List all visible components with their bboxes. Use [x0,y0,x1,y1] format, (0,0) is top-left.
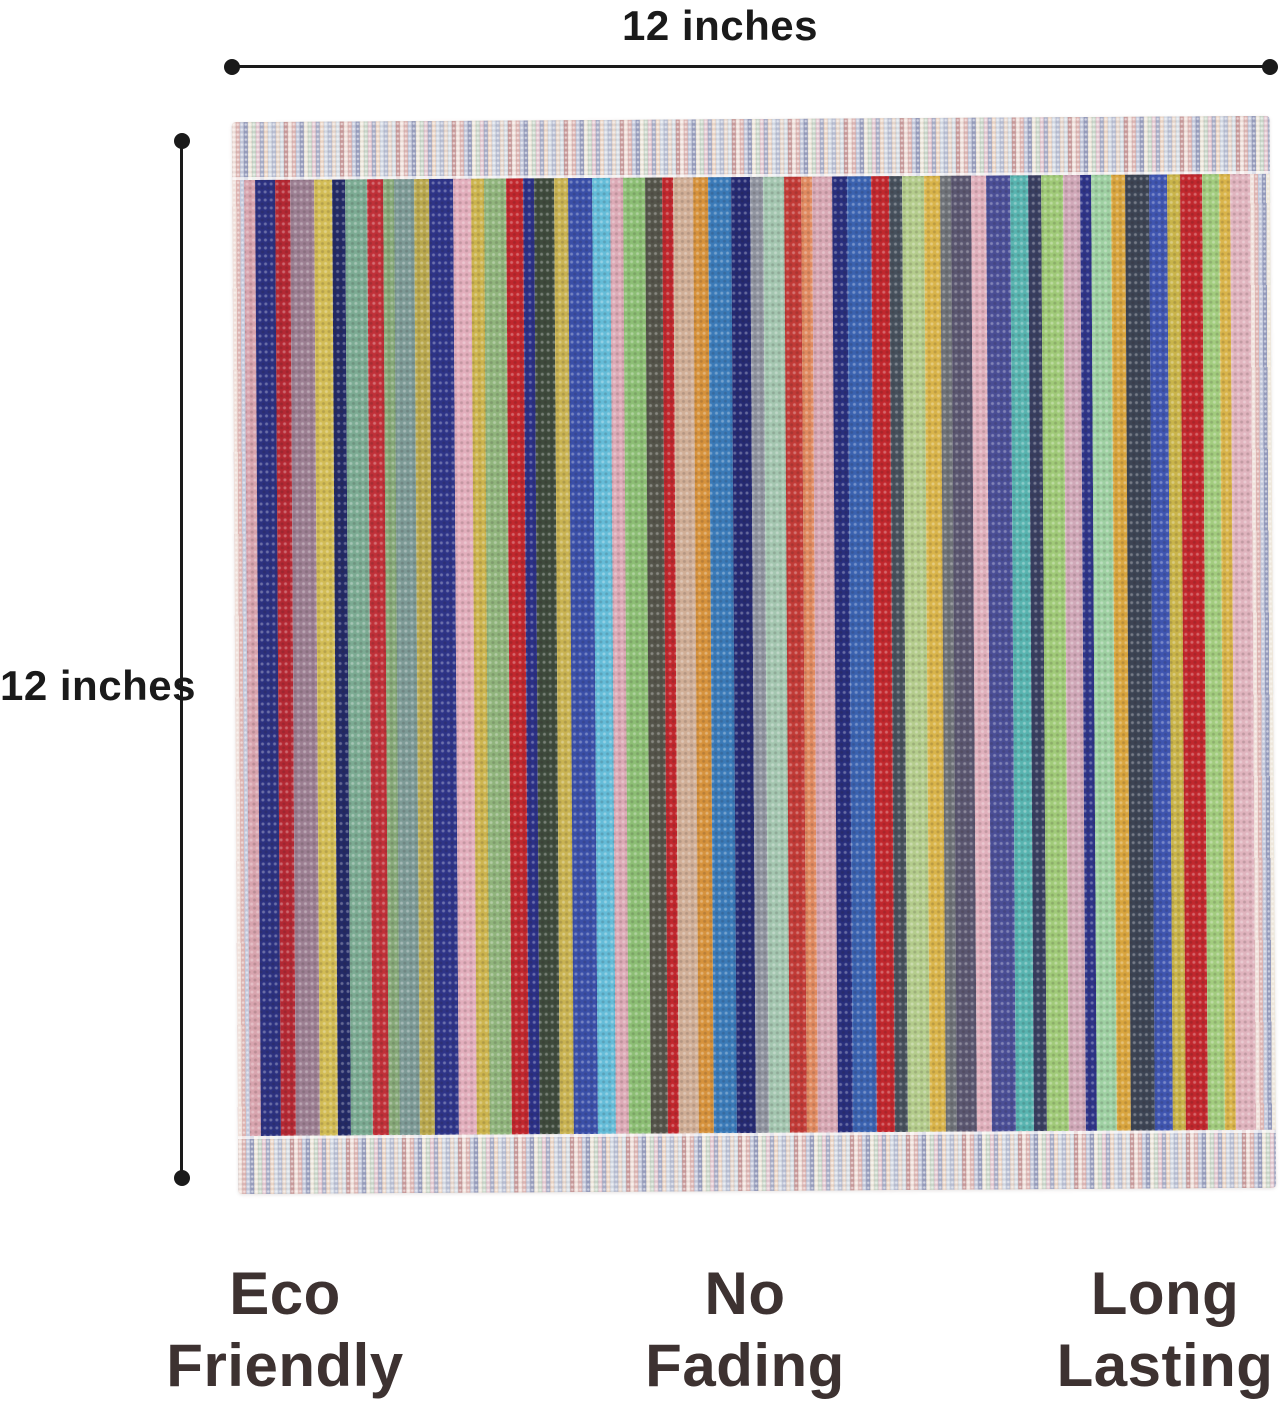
terry-stripe [313,179,338,1136]
terry-stripe [1202,174,1225,1131]
terry-stripe [553,178,575,1135]
terry-stripe [801,176,819,1133]
terry-stripe [707,177,738,1134]
terry-stripe [429,178,459,1135]
terry-stripe [414,178,436,1136]
feature-line: Eco [229,1260,341,1327]
terry-stripe [255,179,282,1137]
terry-stripe [1028,175,1048,1132]
towel-middle [232,173,1276,1137]
terry-stripe [784,176,807,1133]
terry-stripe [1090,174,1117,1131]
feature-eco-friendly: Eco Friendly [115,1258,455,1402]
height-dimension-label: 12 inches [0,662,196,709]
terry-stripe [812,176,839,1133]
dimension-endpoint-dot [173,133,190,149]
terry-stripe [661,177,679,1134]
terry-stripe [394,179,421,1136]
terry-stripe [506,178,529,1135]
terry-stripe [672,177,699,1134]
terry-stripe [847,176,877,1133]
dimension-endpoint-dot [173,1170,190,1186]
terry-stripe [290,179,320,1136]
terry-stripe [1079,174,1097,1131]
terry-stripe [522,178,540,1135]
terry-stripe [275,179,296,1136]
terry-stripe [623,177,652,1134]
terry-stripe [832,176,853,1133]
terry-stripe [383,179,401,1136]
terry-stripe [762,176,791,1133]
terry-stripe [1063,175,1086,1132]
towel-bottom-hem [237,1129,1277,1195]
dimension-endpoint-dot [224,58,240,75]
terry-stripe [592,177,617,1134]
terry-stripe [533,178,560,1135]
feature-line: Fading [645,1332,845,1399]
dimension-endpoint-dot [1262,58,1278,75]
terry-stripe [1218,174,1236,1131]
terry-stripe [1009,175,1035,1132]
terry-stripe [693,177,714,1134]
terry-stripe [1110,174,1132,1131]
terry-stripe [986,175,1016,1132]
towel-photo [231,115,1277,1195]
feature-no-fading: No Fading [575,1258,915,1402]
terry-stripe [901,175,930,1133]
height-dimension-line [173,133,190,1186]
feature-line: Long [1090,1260,1240,1327]
terry-stripe [1149,174,1174,1131]
terry-stripe [366,179,390,1136]
towel-top-hem [231,115,1271,181]
terry-stripe [1167,174,1187,1131]
feature-line: Lasting [1056,1332,1274,1399]
terry-stripe [610,177,630,1134]
terry-stripe [452,178,478,1135]
feature-line: No [704,1260,786,1327]
terry-stripe [971,175,993,1132]
terry-stripe [1125,174,1156,1131]
terry-stripe [484,178,512,1135]
terry-stripe [923,175,947,1132]
terry-stripe [870,176,895,1133]
terry-stripe [645,177,668,1134]
terry-stripe [951,175,978,1132]
terry-stripe [332,179,351,1136]
terry-stripe [940,175,958,1132]
terry-stripe [1041,175,1069,1132]
width-dimension-line [224,58,1278,75]
terry-stripe [731,177,756,1134]
terry-stripe [471,178,491,1135]
terry-stripe [1180,174,1209,1131]
terry-stripe [568,177,599,1135]
towel-terry [244,173,1256,1137]
width-dimension-label: 12 inches [622,2,818,49]
feature-long-lasting: Long Lasting [995,1258,1286,1402]
feature-line: Friendly [166,1332,404,1399]
terry-stripe [888,176,908,1133]
terry-stripe [344,179,373,1136]
terry-stripe [749,176,769,1133]
